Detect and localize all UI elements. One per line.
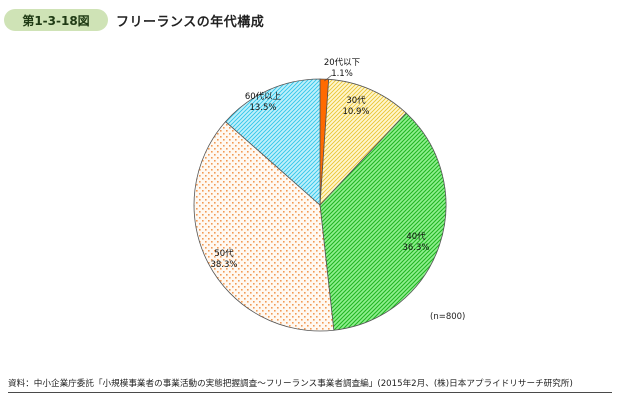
source-note: 資料：中小企業庁委託「小規模事業者の事業活動の実態把握調査～フリーランス事業者調…	[8, 377, 612, 393]
slice-label-60s: 60代以上	[245, 91, 282, 102]
pie-slice-60s	[224, 78, 321, 206]
pie-slice-30s	[319, 78, 407, 207]
figure-title: フリーランスの年代構成	[116, 14, 265, 30]
pie-slice-40s	[319, 112, 447, 331]
slice-label-40s: 40代	[406, 231, 426, 242]
slice-value-60s: 13.5%	[249, 103, 276, 113]
slice-value-20s: 1.1%	[331, 69, 353, 79]
slice-label-50s: 50代	[214, 248, 234, 259]
slice-label-20s: 20代以下	[324, 57, 361, 68]
slice-value-30s: 10.9%	[342, 107, 369, 117]
slice-value-50s: 38.3%	[210, 260, 237, 270]
slice-value-40s: 36.3%	[402, 243, 429, 253]
figure-header: 第1-3-18図 フリーランスの年代構成	[4, 8, 264, 32]
sample-size-note: (n=800)	[430, 312, 466, 322]
figure-number-badge: 第1-3-18図	[4, 9, 108, 31]
leader-line-20s	[324, 74, 333, 82]
pie-slice-50s	[193, 121, 335, 332]
slice-label-30s: 30代	[346, 95, 366, 106]
